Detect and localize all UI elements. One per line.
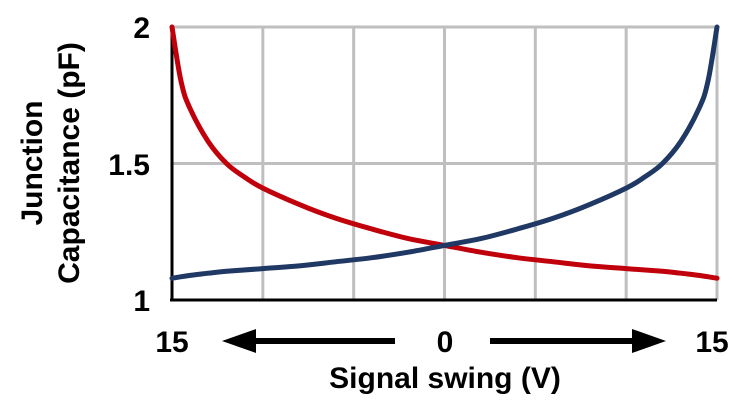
left-arrow xyxy=(222,329,395,353)
right-arrow xyxy=(490,329,666,353)
y-tick-label-1: 1 xyxy=(133,285,150,318)
series-line-red xyxy=(169,24,720,281)
y-axis-title-line1: Junction xyxy=(16,101,49,226)
grid xyxy=(172,25,719,300)
y-tick-label-2: 2 xyxy=(133,12,150,45)
x-tick-label-zero: 0 xyxy=(437,326,454,359)
x-axis-title: Signal swing (V) xyxy=(329,362,561,395)
y-tick-label-1.5: 1.5 xyxy=(108,149,150,182)
x-tick-label-right: 15 xyxy=(695,326,728,359)
x-tick-label-left: 15 xyxy=(155,326,188,359)
y-axis-title-line2: Capacitance (pF) xyxy=(53,42,86,284)
series-line-blue xyxy=(169,24,720,281)
series-group xyxy=(169,24,720,281)
